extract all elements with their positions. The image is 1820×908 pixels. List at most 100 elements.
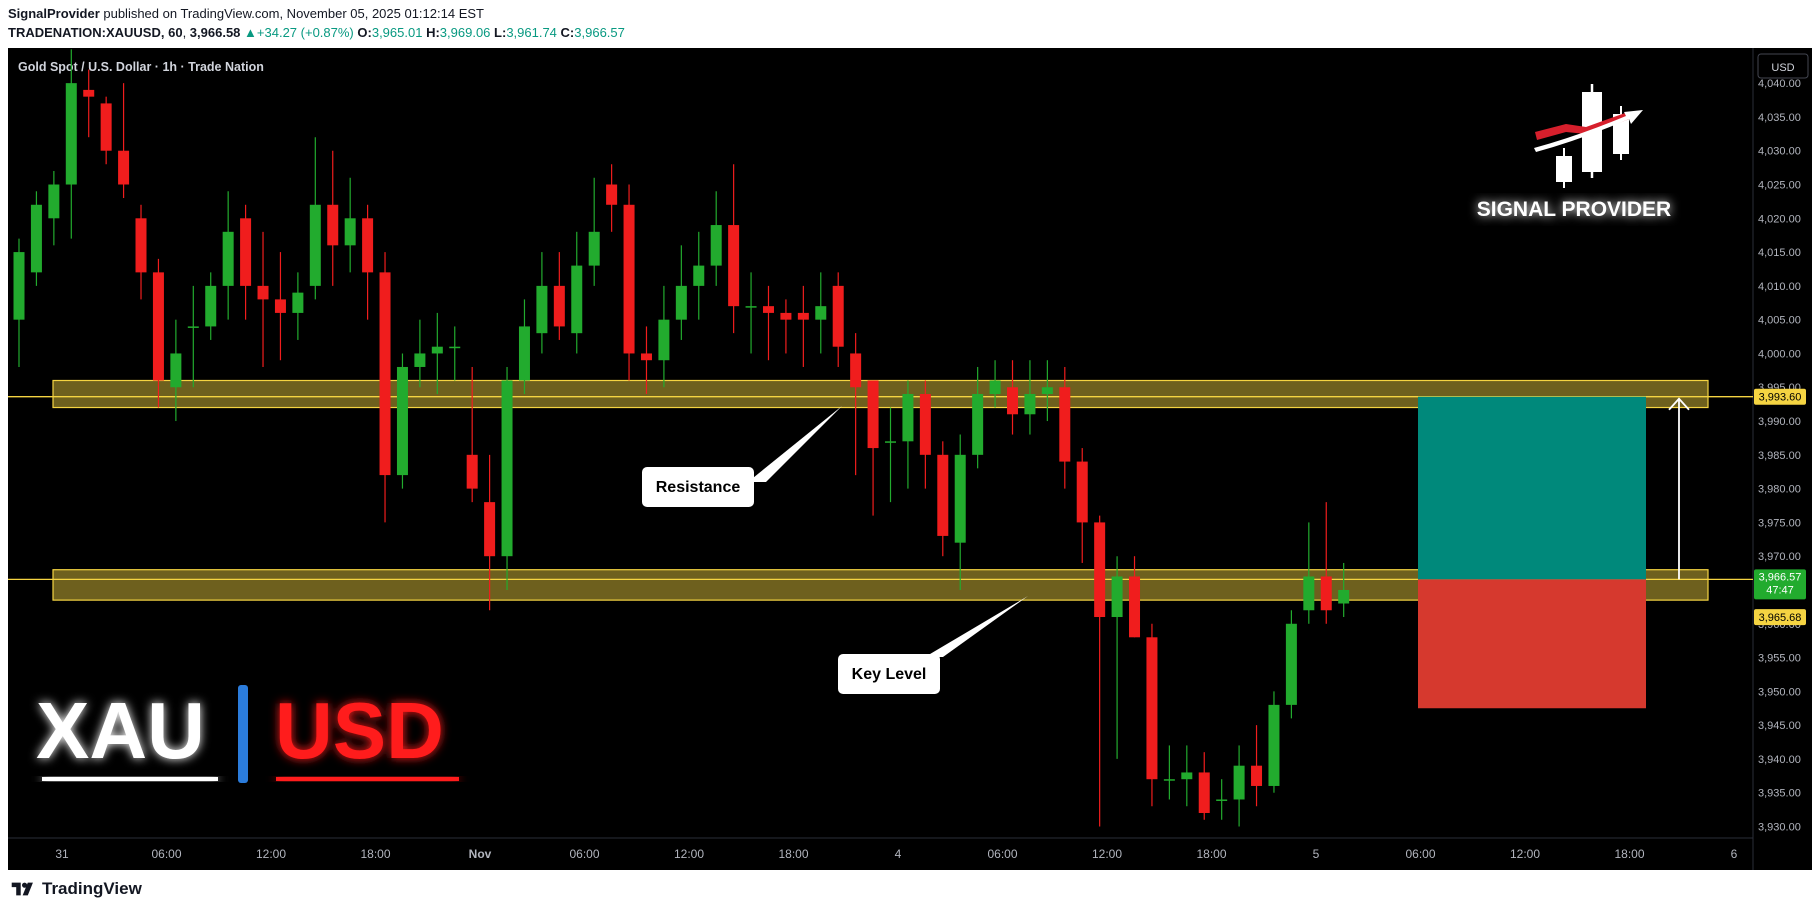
candle-body[interactable] bbox=[815, 306, 827, 320]
candle-body[interactable] bbox=[780, 312, 792, 320]
candle-body[interactable] bbox=[867, 380, 879, 449]
low-value: 3,961.74 bbox=[506, 25, 557, 40]
candle-body[interactable] bbox=[379, 272, 391, 476]
price-chart[interactable]: 4,040.00 4,035.00 4,030.00 4,025.00 4,020.00… bbox=[8, 48, 1812, 870]
candle-body[interactable] bbox=[274, 299, 286, 313]
candle-body[interactable] bbox=[362, 218, 374, 273]
take-profit-zone[interactable] bbox=[1418, 396, 1646, 580]
candle-body[interactable] bbox=[1129, 576, 1141, 638]
candle-body[interactable] bbox=[640, 353, 652, 361]
candle-body[interactable] bbox=[30, 204, 42, 273]
time-tick-label: 18:00 bbox=[1196, 847, 1226, 861]
candle-body[interactable] bbox=[1268, 704, 1280, 786]
candle-body[interactable] bbox=[954, 454, 966, 543]
candle-body[interactable] bbox=[466, 454, 478, 489]
candle-body[interactable] bbox=[344, 218, 356, 246]
candle-body[interactable] bbox=[919, 394, 931, 455]
candle-body[interactable] bbox=[13, 252, 25, 320]
key-level-callout-pointer bbox=[925, 596, 1028, 657]
publish-line: SignalProvider published on TradingView.… bbox=[8, 4, 625, 23]
candle-body[interactable] bbox=[1041, 387, 1053, 395]
key-level-callout[interactable] bbox=[838, 654, 940, 694]
candle-body[interactable] bbox=[449, 346, 461, 349]
candle-body[interactable] bbox=[745, 306, 757, 308]
candle-body[interactable] bbox=[100, 103, 112, 151]
candle-body[interactable] bbox=[710, 225, 722, 266]
candle-body[interactable] bbox=[693, 265, 705, 286]
candle-body[interactable] bbox=[292, 292, 304, 313]
resistance-callout-pointer bbox=[748, 406, 842, 482]
candle-body[interactable] bbox=[83, 89, 95, 97]
time-tick-label: 06:00 bbox=[569, 847, 599, 861]
candle-body[interactable] bbox=[170, 353, 182, 388]
candle-body[interactable] bbox=[1181, 772, 1193, 780]
candle-body[interactable] bbox=[414, 353, 426, 367]
candle-body[interactable] bbox=[1146, 637, 1158, 780]
target-arrow-head-icon bbox=[1668, 397, 1690, 411]
price-tick-label: 4,015.00 bbox=[1758, 247, 1801, 259]
publisher-name[interactable]: SignalProvider bbox=[8, 6, 100, 21]
candle-body[interactable] bbox=[902, 394, 914, 442]
candle-body[interactable] bbox=[152, 272, 164, 381]
candle-body[interactable] bbox=[240, 218, 252, 286]
candle-body[interactable] bbox=[135, 218, 147, 273]
candle-body[interactable] bbox=[797, 312, 809, 320]
candle-body[interactable] bbox=[187, 326, 199, 328]
price-axis[interactable]: 4,040.00 4,035.00 4,030.00 4,025.00 4,020.00… bbox=[1758, 78, 1801, 833]
current-price-text: 3,966.57 bbox=[1759, 571, 1802, 583]
candle-body[interactable] bbox=[850, 353, 862, 388]
candle-body[interactable] bbox=[1285, 623, 1297, 705]
candle-body[interactable] bbox=[222, 231, 234, 286]
candle-body[interactable] bbox=[118, 150, 130, 185]
candle-body[interactable] bbox=[1007, 387, 1019, 415]
candle-body[interactable] bbox=[518, 326, 530, 381]
time-axis[interactable]: 31 06:00 12:00 18:00 Nov 06:00 12:00 18:00 4 06:0… bbox=[55, 847, 1812, 861]
candle-body[interactable] bbox=[48, 184, 60, 219]
currency-box[interactable] bbox=[1757, 53, 1809, 79]
candle-body[interactable] bbox=[1338, 589, 1350, 604]
candle-body[interactable] bbox=[205, 285, 217, 327]
candle-body[interactable] bbox=[536, 285, 548, 334]
candle-body[interactable] bbox=[1094, 522, 1106, 618]
candle-body[interactable] bbox=[257, 285, 269, 300]
resistance-callout[interactable] bbox=[642, 467, 754, 507]
candle-body[interactable] bbox=[327, 204, 339, 246]
resistance-price-text: 3,993.60 bbox=[1759, 392, 1802, 404]
candle-body[interactable] bbox=[606, 184, 618, 205]
candle-body[interactable] bbox=[1198, 772, 1210, 813]
time-tick-label: 18:00 bbox=[360, 847, 390, 861]
candle-body[interactable] bbox=[989, 380, 1001, 395]
candle-body[interactable] bbox=[728, 225, 740, 307]
candle-body[interactable] bbox=[832, 285, 844, 347]
candle-body[interactable] bbox=[885, 441, 896, 443]
candle-body[interactable] bbox=[396, 366, 408, 476]
candle-body[interactable] bbox=[1163, 779, 1175, 781]
candle-body[interactable] bbox=[762, 306, 774, 313]
candle-body[interactable] bbox=[1320, 576, 1332, 611]
candle-body[interactable] bbox=[553, 285, 565, 327]
candle-body[interactable] bbox=[972, 394, 984, 455]
candle-body[interactable] bbox=[1303, 576, 1315, 611]
candle-body[interactable] bbox=[658, 319, 670, 361]
candle-body[interactable] bbox=[65, 83, 77, 185]
candle-body[interactable] bbox=[1216, 799, 1228, 801]
time-tick-label: 6 bbox=[1731, 847, 1738, 861]
candle-body[interactable] bbox=[1076, 461, 1088, 523]
candle-body[interactable] bbox=[588, 231, 600, 266]
candle-body[interactable] bbox=[675, 285, 687, 320]
candle-body[interactable] bbox=[484, 502, 496, 557]
candle-body[interactable] bbox=[431, 346, 443, 354]
candle-body[interactable] bbox=[309, 204, 321, 286]
candle-body[interactable] bbox=[623, 204, 635, 354]
candle-body[interactable] bbox=[1233, 765, 1245, 800]
candle-body[interactable] bbox=[571, 265, 583, 334]
tradingview-brand[interactable]: TradingView bbox=[42, 879, 142, 898]
stop-loss-zone[interactable] bbox=[1418, 579, 1646, 709]
candle-body[interactable] bbox=[937, 454, 949, 536]
candle-body[interactable] bbox=[1111, 576, 1123, 618]
currency-label: USD bbox=[1771, 62, 1794, 74]
candle-body[interactable] bbox=[501, 380, 513, 557]
candle-body[interactable] bbox=[1251, 765, 1263, 786]
candle-body[interactable] bbox=[1059, 387, 1071, 462]
candle-body[interactable] bbox=[1024, 394, 1036, 415]
